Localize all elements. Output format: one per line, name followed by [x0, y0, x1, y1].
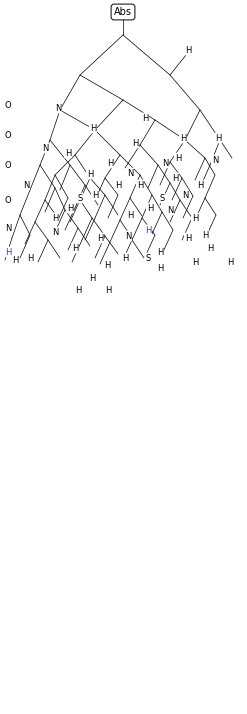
Text: N: N	[55, 104, 61, 113]
Text: S: S	[159, 193, 165, 203]
Text: H: H	[87, 169, 93, 178]
Text: H: H	[90, 124, 96, 133]
Text: H: H	[65, 149, 71, 158]
Text: H: H	[207, 243, 213, 253]
Text: N: N	[162, 159, 168, 168]
Text: H: H	[105, 286, 111, 294]
Text: N: N	[5, 223, 11, 233]
Text: H: H	[67, 203, 73, 213]
Text: O: O	[5, 131, 11, 139]
Text: H: H	[75, 286, 81, 294]
Text: H: H	[27, 253, 33, 263]
Text: H: H	[175, 154, 181, 163]
Text: H: H	[122, 253, 128, 263]
Text: H: H	[145, 226, 151, 234]
Text: N: N	[182, 191, 188, 199]
Text: N: N	[125, 231, 131, 241]
Text: H: H	[172, 174, 178, 183]
Text: H: H	[197, 181, 203, 189]
Text: O: O	[5, 196, 11, 204]
Text: O: O	[5, 161, 11, 169]
Text: S: S	[77, 193, 83, 203]
Text: H: H	[157, 248, 163, 256]
Text: H: H	[192, 258, 198, 266]
Text: H: H	[180, 134, 186, 143]
Text: H: H	[132, 139, 138, 148]
Text: H: H	[97, 233, 103, 243]
Text: H: H	[12, 256, 18, 264]
Text: H: H	[92, 191, 98, 199]
Text: H: H	[5, 248, 11, 256]
Text: H: H	[185, 233, 191, 243]
Text: H: H	[202, 231, 208, 239]
Text: O: O	[5, 101, 11, 109]
Text: N: N	[167, 206, 173, 214]
Text: H: H	[192, 213, 198, 223]
Text: S: S	[145, 253, 151, 263]
Text: N: N	[212, 156, 218, 164]
Text: H: H	[142, 114, 148, 123]
Text: H: H	[185, 46, 191, 54]
Text: Abs: Abs	[114, 7, 132, 17]
Text: N: N	[23, 181, 29, 189]
Text: N: N	[52, 228, 58, 236]
Text: H: H	[227, 258, 233, 266]
Text: H: H	[104, 261, 110, 269]
Text: H: H	[89, 273, 95, 283]
Text: H: H	[157, 263, 163, 273]
Text: H: H	[137, 181, 143, 189]
Text: H: H	[147, 203, 153, 213]
Text: N: N	[127, 169, 133, 178]
Text: H: H	[107, 159, 113, 168]
Text: N: N	[42, 144, 48, 153]
Text: H: H	[52, 213, 58, 223]
Text: H: H	[72, 243, 78, 253]
Text: H: H	[215, 134, 221, 143]
Text: H: H	[115, 181, 121, 189]
Text: H: H	[127, 211, 133, 219]
